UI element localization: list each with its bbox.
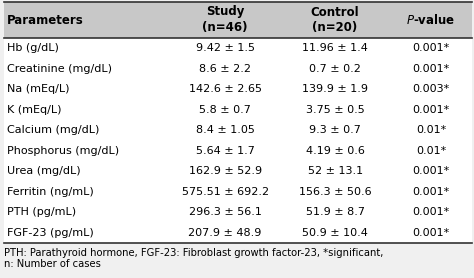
Text: Calcium (mg/dL): Calcium (mg/dL) xyxy=(7,125,100,135)
Text: 11.96 ± 1.4: 11.96 ± 1.4 xyxy=(302,43,368,53)
Text: K (mEq/L): K (mEq/L) xyxy=(7,105,62,115)
Text: 4.19 ± 0.6: 4.19 ± 0.6 xyxy=(306,146,365,156)
Text: Na (mEq/L): Na (mEq/L) xyxy=(7,84,70,94)
Text: 156.3 ± 50.6: 156.3 ± 50.6 xyxy=(299,187,372,197)
Text: 5.8 ± 0.7: 5.8 ± 0.7 xyxy=(199,105,251,115)
Bar xyxy=(4,2,472,38)
Text: Ferritin (ng/mL): Ferritin (ng/mL) xyxy=(7,187,94,197)
Text: 162.9 ± 52.9: 162.9 ± 52.9 xyxy=(189,166,262,176)
Text: Control
(n=20): Control (n=20) xyxy=(311,6,359,34)
Text: Urea (mg/dL): Urea (mg/dL) xyxy=(7,166,81,176)
Text: PTH (pg/mL): PTH (pg/mL) xyxy=(7,207,76,217)
Text: 0.01*: 0.01* xyxy=(416,146,446,156)
Text: 52 ± 13.1: 52 ± 13.1 xyxy=(308,166,363,176)
Text: 207.9 ± 48.9: 207.9 ± 48.9 xyxy=(189,228,262,238)
Bar xyxy=(4,2,472,243)
Text: Parameters: Parameters xyxy=(7,14,84,26)
Text: FGF-23 (pg/mL): FGF-23 (pg/mL) xyxy=(7,228,94,238)
Text: 50.9 ± 10.4: 50.9 ± 10.4 xyxy=(302,228,368,238)
Text: 8.4 ± 1.05: 8.4 ± 1.05 xyxy=(196,125,255,135)
Text: Study
(n=46): Study (n=46) xyxy=(202,6,248,34)
Text: 0.001*: 0.001* xyxy=(412,43,450,53)
Text: 0.01*: 0.01* xyxy=(416,125,446,135)
Text: 0.001*: 0.001* xyxy=(412,64,450,74)
Text: PTH: Parathyroid hormone, FGF-23: Fibroblast growth factor-23, *significant,: PTH: Parathyroid hormone, FGF-23: Fibrob… xyxy=(4,248,383,258)
Text: 8.6 ± 2.2: 8.6 ± 2.2 xyxy=(199,64,251,74)
Text: 5.64 ± 1.7: 5.64 ± 1.7 xyxy=(196,146,255,156)
Text: 575.51 ± 692.2: 575.51 ± 692.2 xyxy=(182,187,269,197)
Text: 51.9 ± 8.7: 51.9 ± 8.7 xyxy=(306,207,365,217)
Text: 0.001*: 0.001* xyxy=(412,166,450,176)
Text: n: Number of cases: n: Number of cases xyxy=(4,259,101,269)
Text: 0.001*: 0.001* xyxy=(412,207,450,217)
Text: 9.3 ± 0.7: 9.3 ± 0.7 xyxy=(309,125,361,135)
Text: 9.42 ± 1.5: 9.42 ± 1.5 xyxy=(196,43,255,53)
Text: Creatinine (mg/dL): Creatinine (mg/dL) xyxy=(7,64,112,74)
Text: 142.6 ± 2.65: 142.6 ± 2.65 xyxy=(189,84,262,94)
Text: 0.001*: 0.001* xyxy=(412,228,450,238)
Text: 0.001*: 0.001* xyxy=(412,187,450,197)
Text: $\mathit{P}$-value: $\mathit{P}$-value xyxy=(406,13,456,27)
Text: 139.9 ± 1.9: 139.9 ± 1.9 xyxy=(302,84,368,94)
Text: 0.003*: 0.003* xyxy=(412,84,450,94)
Text: 0.001*: 0.001* xyxy=(412,105,450,115)
Text: 296.3 ± 56.1: 296.3 ± 56.1 xyxy=(189,207,262,217)
Text: Phosphorus (mg/dL): Phosphorus (mg/dL) xyxy=(7,146,119,156)
Text: Hb (g/dL): Hb (g/dL) xyxy=(7,43,59,53)
Text: 3.75 ± 0.5: 3.75 ± 0.5 xyxy=(306,105,365,115)
Text: 0.7 ± 0.2: 0.7 ± 0.2 xyxy=(309,64,361,74)
